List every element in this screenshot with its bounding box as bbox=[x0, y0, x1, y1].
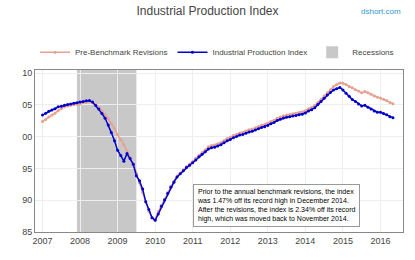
svg-text:95: 95 bbox=[22, 164, 32, 174]
svg-text:2009: 2009 bbox=[108, 236, 128, 246]
svg-text:dshort.com: dshort.com bbox=[361, 7, 401, 16]
svg-text:2012: 2012 bbox=[220, 236, 240, 246]
svg-text:2010: 2010 bbox=[145, 236, 165, 246]
svg-text:2007: 2007 bbox=[32, 236, 52, 246]
svg-text:2014: 2014 bbox=[295, 236, 315, 246]
svg-text:Recessions: Recessions bbox=[352, 48, 393, 57]
svg-text:2015: 2015 bbox=[333, 236, 353, 246]
svg-text:85: 85 bbox=[22, 227, 32, 237]
svg-text:2016: 2016 bbox=[370, 236, 390, 246]
svg-text:2008: 2008 bbox=[70, 236, 90, 246]
svg-text:Industrial Production Index: Industrial Production Index bbox=[212, 48, 307, 57]
svg-text:Pre-Benchmark Revisions: Pre-Benchmark Revisions bbox=[75, 48, 167, 57]
svg-text:05: 05 bbox=[22, 100, 32, 110]
svg-text:Prior to the annual benchmark: Prior to the annual benchmark revisions,… bbox=[197, 188, 356, 223]
svg-text:90: 90 bbox=[22, 195, 32, 205]
svg-text:00: 00 bbox=[22, 132, 32, 142]
svg-text:Industrial Production Index: Industrial Production Index bbox=[136, 4, 278, 18]
svg-text:2013: 2013 bbox=[258, 236, 278, 246]
svg-text:2011: 2011 bbox=[183, 236, 202, 246]
svg-text:10: 10 bbox=[22, 68, 32, 78]
